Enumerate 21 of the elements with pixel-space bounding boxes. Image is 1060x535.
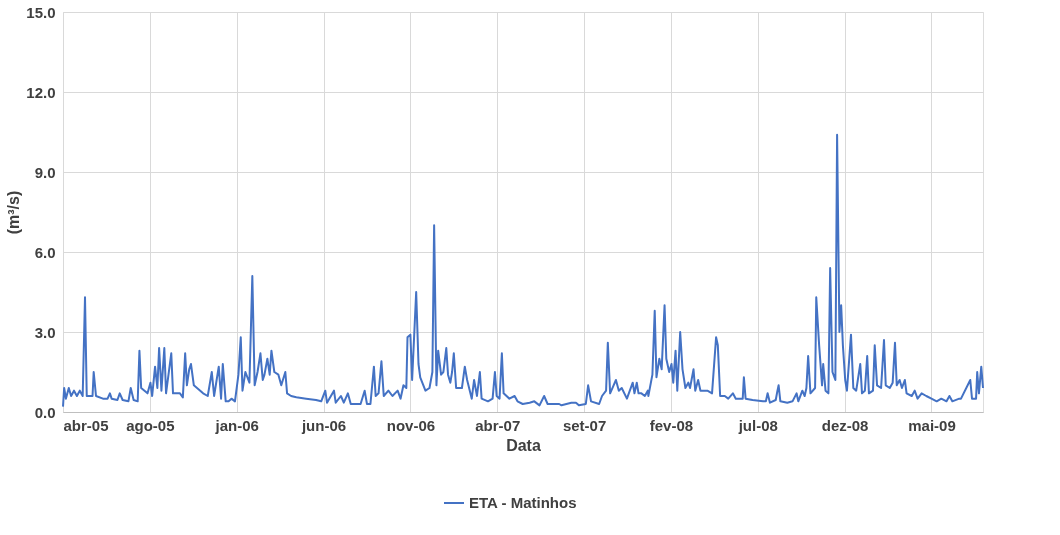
x-tick-label: nov-06	[386, 416, 436, 434]
x-tick-label: fev-08	[649, 416, 694, 434]
x-tick-label: ago-05	[126, 416, 175, 434]
y-tick-label: 0.0	[34, 403, 56, 421]
x-tick-label: jun-06	[300, 416, 347, 434]
x-axis-title: Data	[506, 436, 541, 454]
y-tick-label: 12.0	[26, 83, 56, 101]
x-tick-label: jan-06	[214, 416, 259, 434]
x-tick-label: dez-08	[821, 416, 869, 434]
x-tick-label: jul-08	[737, 416, 778, 434]
x-tick-label: set-07	[562, 416, 607, 434]
x-tick-label: abr-05	[63, 416, 109, 434]
y-tick-label: 9.0	[34, 163, 56, 181]
x-tick-label: mai-09	[908, 416, 956, 434]
y-tick-label: 3.0	[34, 323, 56, 341]
y-tick-label: 6.0	[34, 243, 56, 261]
legend-label: ETA - Matinhos	[469, 494, 577, 511]
line-series	[62, 133, 984, 408]
y-tick-label: 15.0	[26, 3, 56, 21]
x-tick-label: abr-07	[475, 416, 521, 434]
y-axis-title: (m³/s)	[5, 190, 23, 235]
